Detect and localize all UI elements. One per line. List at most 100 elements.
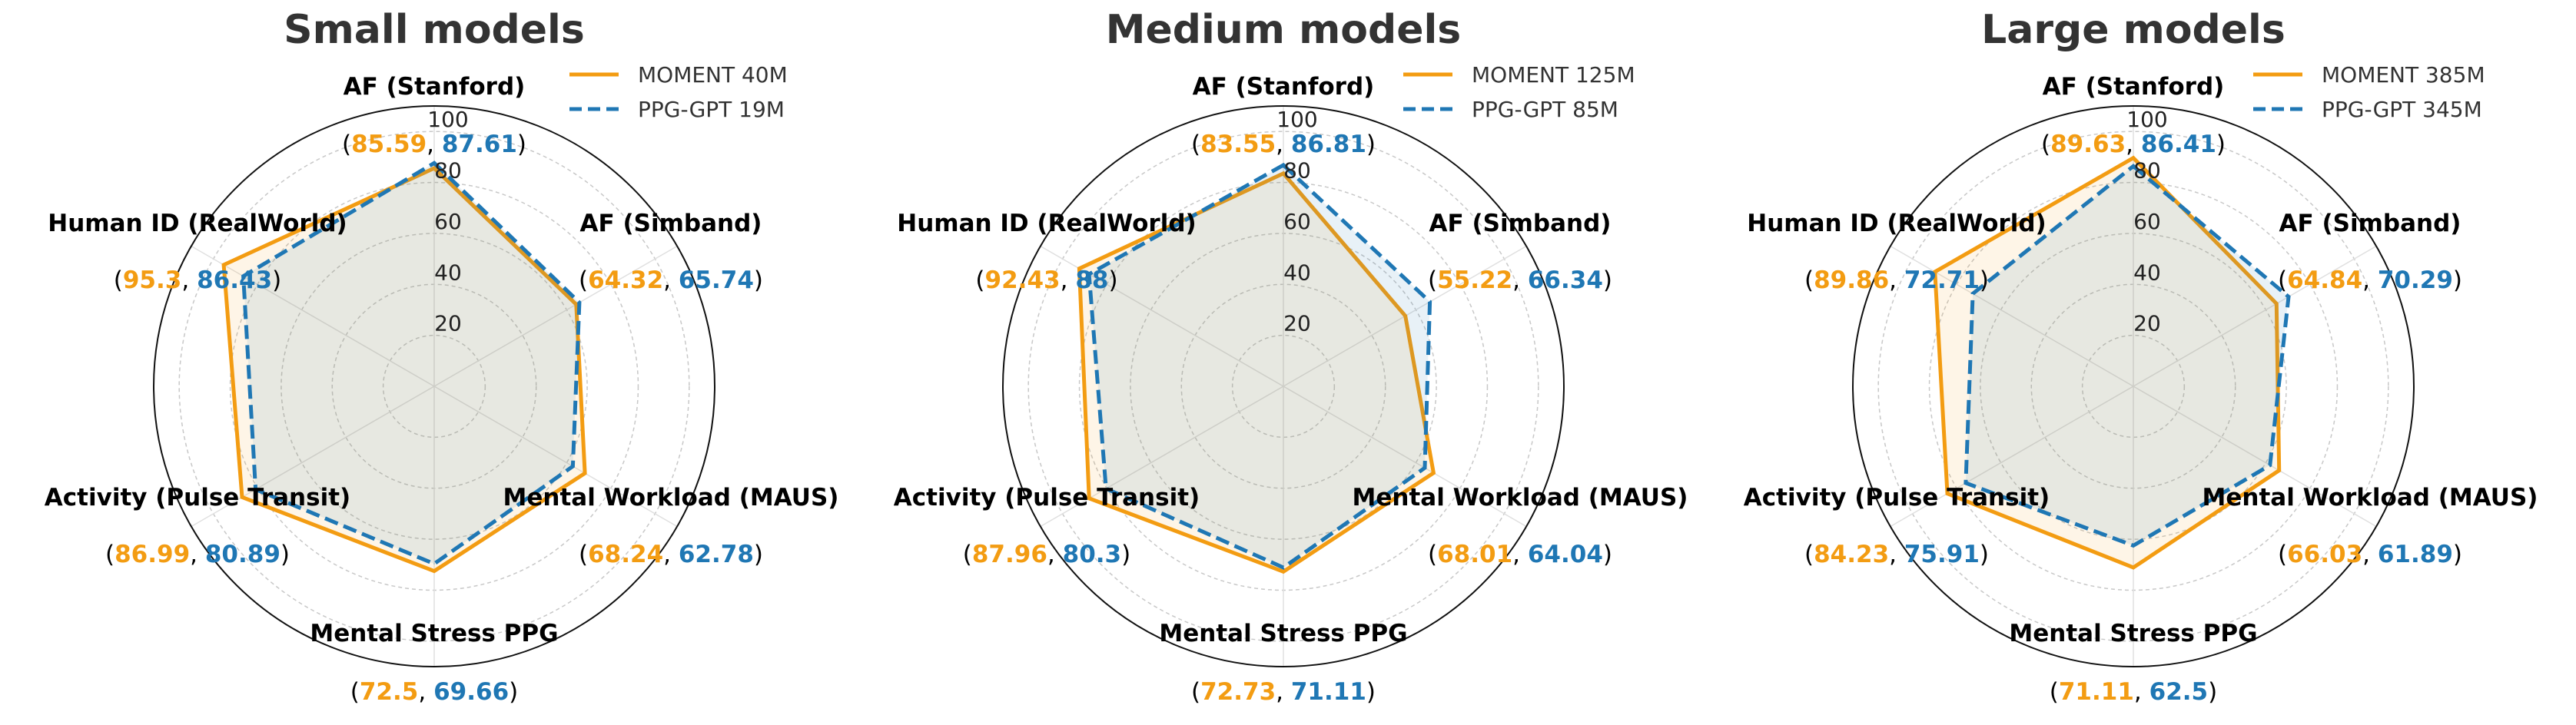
separator: ,	[1276, 678, 1291, 706]
data-point	[1934, 271, 1936, 273]
paren-open: (	[350, 678, 360, 706]
moment-value: 95.3	[123, 266, 182, 294]
paren-open: (	[1191, 678, 1200, 706]
moment-value: 92.43	[985, 266, 1061, 294]
separator: ,	[418, 678, 433, 706]
data-point	[2288, 296, 2289, 297]
paren-close: )	[517, 131, 526, 158]
value-label: (68.01, 64.04)	[1428, 541, 1612, 568]
radial-tick-label: 60	[434, 209, 462, 234]
value-label: (86.99, 80.89)	[105, 541, 290, 568]
value-label: (72.73, 71.11)	[1191, 678, 1376, 706]
value-label: (85.59, 87.61)	[342, 131, 526, 158]
paren-open: (	[975, 266, 984, 294]
separator: ,	[2134, 678, 2149, 706]
data-point	[1088, 273, 1090, 275]
moment-value: 68.24	[588, 541, 663, 568]
axis-spoke	[191, 386, 435, 528]
radial-tick-label: 40	[434, 260, 462, 285]
value-label: (64.84, 70.29)	[2278, 266, 2462, 294]
data-point	[241, 496, 243, 498]
moment-value: 84.23	[1814, 541, 1889, 568]
ppg-gpt-value: 80.89	[205, 541, 281, 568]
radial-tick-label: 40	[1283, 260, 1311, 285]
paren-open: (	[1804, 541, 1814, 568]
data-point	[1965, 482, 1967, 484]
paren-open: (	[2041, 131, 2050, 158]
data-point	[2133, 157, 2134, 159]
axis-spoke	[433, 245, 678, 387]
ppg-gpt-value: 86.43	[197, 266, 272, 294]
value-label: (68.24, 62.78)	[579, 541, 763, 568]
ppg-gpt-value: 71.11	[1291, 678, 1366, 706]
paren-close: )	[1980, 541, 1989, 568]
radial-tick-label: 100	[427, 107, 468, 132]
ppg-gpt-value: 61.89	[2378, 541, 2453, 568]
legend-label: PPG-GPT 85M	[1472, 97, 1618, 122]
series-fill	[1934, 157, 2279, 568]
ppg-gpt-value: 88	[1075, 266, 1108, 294]
paren-open: (	[342, 131, 351, 158]
axis-spoke	[1890, 386, 2134, 528]
separator: ,	[1889, 541, 1904, 568]
paren-close: )	[1603, 541, 1612, 568]
paren-open: (	[1428, 541, 1437, 568]
legend: MOMENT 385M PPG-GPT 345M	[2253, 62, 2485, 122]
series-fill	[224, 168, 586, 571]
chart-title: Small models	[284, 7, 585, 53]
radial-tick-label: 80	[434, 158, 462, 184]
axis-label: Human ID (RealWorld)	[1747, 210, 2046, 237]
series-fill	[243, 163, 579, 564]
value-label: (71.11, 62.5)	[2050, 678, 2218, 706]
moment-value: 89.86	[1814, 266, 1889, 294]
value-label: (64.32, 65.74)	[579, 266, 763, 294]
ppg-gpt-value: 70.29	[2378, 266, 2453, 294]
axis-spoke	[1040, 386, 1284, 528]
separator: ,	[2362, 266, 2378, 294]
axis-label: Mental Stress PPG	[310, 620, 558, 647]
paren-open: (	[2050, 678, 2059, 706]
axis-label: Human ID (RealWorld)	[48, 210, 347, 237]
data-point	[1105, 488, 1107, 489]
separator: ,	[1276, 131, 1291, 158]
radial-tick-label: 60	[1283, 209, 1311, 234]
radial-tick-label: 20	[434, 311, 462, 336]
data-point	[1283, 164, 1284, 166]
separator: ,	[1512, 541, 1528, 568]
value-label: (66.03, 61.89)	[2278, 541, 2462, 568]
separator: ,	[2126, 131, 2141, 158]
grid-ring	[1231, 334, 1336, 439]
moment-value: 68.01	[1437, 541, 1512, 568]
value-label: (87.96, 80.3)	[963, 541, 1131, 568]
separator: ,	[663, 266, 679, 294]
ppg-gpt-value: 66.34	[1528, 266, 1603, 294]
radar-chart-1: Small models 20 40 60 80 100 AF (Stanford) (85.…	[45, 7, 839, 706]
data-point	[1283, 173, 1284, 174]
series-fill	[1079, 173, 1434, 572]
moment-value: 64.32	[588, 266, 663, 294]
axis-label: Activity (Pulse Transit)	[45, 484, 350, 511]
paren-close: )	[1366, 131, 1376, 158]
paren-open: (	[579, 266, 588, 294]
value-label: (92.43, 88)	[975, 266, 1117, 294]
paren-close: )	[2453, 266, 2462, 294]
moment-value: 55.22	[1437, 266, 1512, 294]
paren-close: )	[1121, 541, 1130, 568]
radial-tick-label: 80	[2133, 158, 2161, 184]
data-point	[433, 162, 435, 164]
value-label: (83.55, 86.81)	[1191, 131, 1376, 158]
axis-label: AF (Stanford)	[1193, 73, 1375, 101]
radar-chart-2: Medium models 20 40 60 80 100 AF (Stanford) (83…	[894, 7, 1688, 706]
radial-tick-label: 20	[1283, 311, 1311, 336]
separator: ,	[1061, 266, 1076, 294]
moment-value: 85.59	[351, 131, 427, 158]
radial-tick-label: 60	[2133, 209, 2161, 234]
axis-spoke	[1283, 386, 1527, 528]
outer-circle	[1002, 105, 1565, 667]
data-point	[433, 167, 435, 169]
data-point	[255, 488, 257, 490]
axis-spoke	[433, 386, 678, 528]
paren-close: )	[281, 541, 290, 568]
grid-ring	[2081, 334, 2186, 439]
